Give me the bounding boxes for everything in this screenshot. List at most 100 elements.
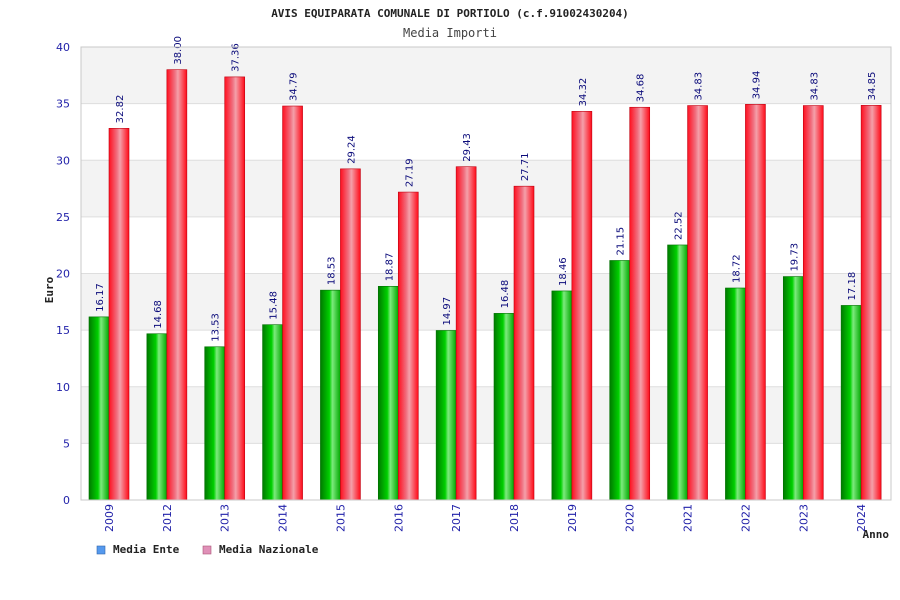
chart-title: AVIS EQUIPARATA COMUNALE DI PORTIOLO (c.… [271,7,629,20]
y-tick-label: 40 [56,41,70,54]
x-tick-label: 2014 [277,504,290,532]
x-tick-label: 2016 [392,504,405,532]
bar-media-ente-2015 [320,289,341,501]
data-label: 17.18 [847,272,858,301]
x-tick-label: 2017 [450,504,463,532]
bar-media-nazionale-2016 [397,191,419,501]
plot-band [81,160,891,217]
data-label: 22.52 [674,211,685,240]
legend-swatch-media-ente [96,545,106,555]
plot-band [81,273,891,331]
bar-media-nazionale-2017 [455,166,477,501]
x-tick-label: 2009 [103,504,116,532]
bar-media-ente-2014 [262,324,283,501]
bar-media-nazionale-2009 [108,128,130,501]
y-tick-label: 35 [56,98,70,111]
bar-media-nazionale-2020 [629,106,651,501]
data-label: 18.53 [326,257,337,286]
plot-band [81,443,891,500]
bars [88,69,882,501]
plot-band [81,103,891,161]
x-tick-label: 2015 [334,504,347,532]
bar-media-ente-2016 [377,285,399,501]
legend-swatch-media-nazionale [202,545,212,555]
x-tick-label: 2020 [624,504,637,532]
bar-media-nazionale-2022 [745,104,766,501]
bar-media-nazionale-2013 [224,76,246,501]
data-label: 29.24 [346,135,357,164]
chart-subtitle: Media Importi [403,26,497,40]
data-label: 29.43 [462,133,473,162]
data-label: 34.85 [867,72,878,101]
legend-label-media-ente: Media Ente [113,543,180,556]
y-axis-ticks: 0 5 10 15 20 25 30 35 40 [56,41,70,507]
bar-media-nazionale-2012 [166,69,188,501]
data-label: 37.36 [231,43,242,72]
x-tick-label: 2024 [855,504,868,532]
bar-media-ente-2009 [88,316,110,501]
data-label: 16.17 [95,283,106,312]
bar-media-ente-2024 [840,305,862,501]
y-tick-label: 15 [56,324,70,337]
plot-band [81,216,891,274]
x-tick-label: 2021 [682,504,695,532]
data-label: 14.97 [442,297,453,326]
bar-media-ente-2017 [435,330,457,501]
y-tick-label: 0 [63,494,70,507]
bar-media-nazionale-2015 [340,168,361,501]
y-tick-label: 10 [56,381,70,394]
x-tick-label: 2012 [161,504,174,532]
legend: Media Ente Media Nazionale [96,543,319,556]
plot-band [81,47,891,104]
data-label: 34.68 [636,74,647,103]
data-labels: 16.17 32.82 14.68 38.00 13.53 37.36 15.48 34.79… [95,36,878,342]
legend-label-media-nazionale: Media Nazionale [219,543,319,556]
bar-media-nazionale-2024 [860,105,882,501]
bar-media-ente-2018 [493,313,515,501]
y-tick-label: 30 [56,154,70,167]
x-tick-label: 2022 [739,504,752,532]
y-tick-label: 5 [63,437,70,450]
data-label: 27.71 [520,153,531,182]
data-label: 18.46 [558,257,569,286]
data-label: 38.00 [173,36,184,65]
data-label: 16.48 [500,280,511,309]
data-label: 34.83 [809,72,820,101]
data-label: 18.87 [384,253,395,282]
data-label: 34.83 [694,72,705,101]
bar-media-ente-2022 [725,287,746,501]
data-label: 14.68 [153,300,164,329]
bar-media-ente-2019 [551,290,573,501]
data-label: 27.19 [404,158,415,187]
plot-band [81,330,891,387]
x-tick-label: 2023 [797,504,810,532]
plot-band [81,386,891,444]
bar-media-ente-2021 [667,244,688,501]
data-label: 15.48 [269,291,280,320]
plot-frame [80,46,892,501]
x-tick-label: 2019 [566,504,579,532]
data-label: 34.94 [751,71,762,100]
data-label: 34.32 [578,78,589,107]
bar-media-nazionale-2018 [513,185,535,501]
data-label: 18.72 [731,254,742,283]
y-tick-label: 25 [56,211,70,224]
x-tick-label: 2018 [508,504,521,532]
bar-media-nazionale-2014 [282,105,303,501]
bar-media-nazionale-2019 [571,111,593,501]
bar-media-nazionale-2021 [687,105,708,501]
x-tick-label: 2013 [219,504,232,532]
x-axis-label: Anno [863,528,890,541]
data-label: 13.53 [211,313,222,342]
data-label: 19.73 [789,243,800,272]
y-tick-label: 20 [56,268,70,281]
bar-media-ente-2023 [782,276,804,501]
bar-media-ente-2012 [146,333,168,501]
data-label: 34.79 [289,72,300,101]
data-label: 32.82 [115,95,126,124]
bar-media-nazionale-2023 [802,105,824,501]
y-axis-label: Euro [43,276,56,303]
bar-media-ente-2020 [609,260,631,501]
